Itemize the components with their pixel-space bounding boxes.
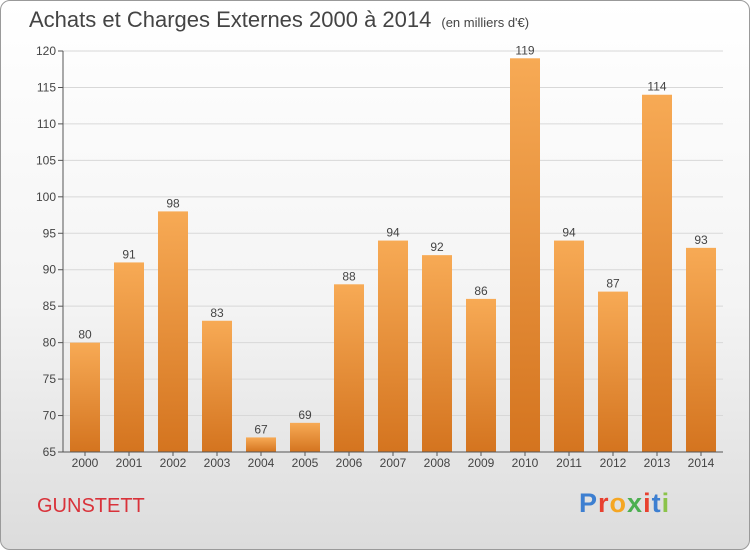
x-tick-label: 2010 (512, 456, 539, 470)
proxiti-logo: Proxiti (579, 488, 670, 519)
chart-title: Achats et Charges Externes 2000 à 2014 (e… (29, 7, 529, 33)
y-tick-label: 105 (36, 153, 56, 167)
x-tick-label: 2002 (160, 456, 187, 470)
bar-2012 (598, 291, 628, 452)
data-label-2012: 87 (606, 277, 620, 291)
commune-name: GUNSTETT (37, 495, 145, 517)
y-tick-label: 70 (43, 409, 57, 423)
logo-letter: r (598, 488, 610, 518)
x-tick-label: 2013 (644, 456, 671, 470)
data-label-2010: 119 (515, 43, 534, 57)
x-tick-label: 2008 (424, 456, 451, 470)
bar-2009 (466, 298, 496, 452)
y-tick-label: 120 (36, 44, 56, 58)
x-tick-label: 2012 (600, 456, 627, 470)
x-tick-label: 2007 (380, 456, 407, 470)
x-tick-label: 2005 (292, 456, 319, 470)
logo-letter: o (609, 488, 628, 518)
data-label-2013: 114 (647, 80, 666, 94)
bar-2014 (686, 247, 716, 452)
y-tick-label: 115 (37, 80, 56, 94)
bar-2001 (114, 262, 144, 452)
logo-letter: i (643, 488, 652, 518)
bar-2008 (422, 255, 452, 452)
x-tick-label: 2001 (116, 456, 143, 470)
y-tick-label: 85 (43, 299, 57, 313)
bar-2007 (378, 240, 408, 452)
y-tick-label: 65 (43, 445, 57, 459)
x-tick-label: 2000 (72, 456, 99, 470)
y-tick-label: 100 (36, 190, 56, 204)
x-tick-label: 2014 (688, 456, 715, 470)
y-tick-label: 110 (37, 117, 56, 131)
x-tick-label: 2011 (556, 456, 582, 470)
bar-2010 (510, 58, 540, 453)
chart-subtitle: (en milliers d'€) (441, 15, 530, 30)
data-label-2002: 98 (166, 196, 180, 210)
bar-2011 (554, 240, 584, 452)
data-label-2004: 67 (254, 422, 268, 436)
y-tick-label: 80 (43, 336, 57, 350)
x-tick-label: 2004 (248, 456, 275, 470)
y-tick-label: 95 (43, 226, 57, 240)
bar-2003 (202, 320, 232, 452)
data-label-2005: 69 (298, 408, 312, 422)
logo-letter: i (661, 488, 671, 518)
bar-2005 (290, 422, 320, 452)
x-tick-label: 2003 (204, 456, 231, 470)
x-tick-label: 2006 (336, 456, 363, 470)
data-label-2007: 94 (386, 226, 400, 240)
logo-letter: x (627, 488, 644, 518)
data-label-2006: 88 (342, 269, 356, 283)
data-label-2009: 86 (474, 284, 488, 298)
y-tick-label: 75 (43, 372, 57, 386)
bar-2013 (642, 94, 672, 452)
logo-letter: t (651, 488, 662, 518)
y-tick-label: 90 (43, 263, 57, 277)
data-label-2000: 80 (78, 328, 92, 342)
data-label-2008: 92 (430, 240, 444, 254)
data-label-2014: 93 (694, 233, 708, 247)
bar-2000 (70, 342, 100, 452)
x-tick-label: 2009 (468, 456, 495, 470)
data-label-2011: 94 (562, 226, 576, 240)
bar-2006 (334, 284, 364, 452)
bar-2002 (158, 211, 188, 452)
logo-letter: P (579, 488, 599, 518)
chart-title-text: Achats et Charges Externes 2000 à 2014 (29, 7, 432, 32)
bar-chart: 65 70 75 80 85 90 95 100 105 110 115 120 80 2000 91 200… (36, 43, 723, 470)
data-label-2003: 83 (210, 306, 224, 320)
data-label-2001: 91 (122, 247, 136, 261)
bar-2004 (246, 437, 276, 452)
